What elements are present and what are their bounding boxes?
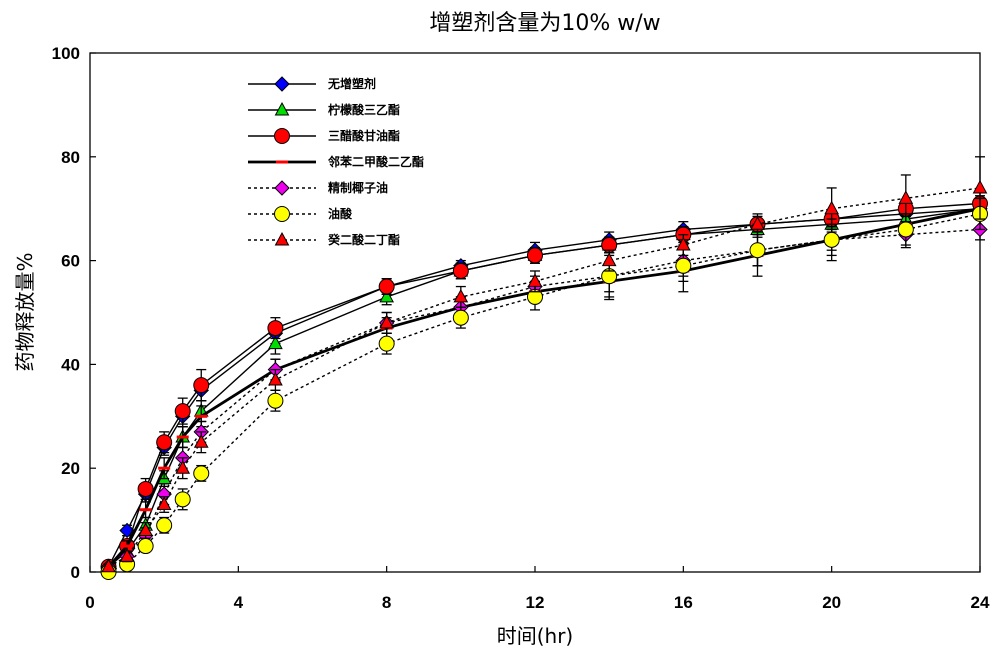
legend-marker <box>274 128 290 144</box>
y-tick-label: 20 <box>61 459 80 478</box>
data-point <box>193 377 210 394</box>
legend-label: 精制椰子油 <box>328 180 388 195</box>
data-point <box>379 288 395 303</box>
data-point <box>156 517 173 534</box>
data-point <box>174 403 191 420</box>
data-point <box>268 335 283 350</box>
legend-label: 油酸 <box>328 206 353 221</box>
data-point <box>750 216 765 230</box>
plot-area <box>89 52 988 580</box>
data-point <box>378 335 395 352</box>
data-point <box>453 288 469 303</box>
series-line <box>108 213 981 573</box>
data-point <box>101 558 116 573</box>
legend-label: 柠檬酸三乙酯 <box>328 102 400 117</box>
y-tick-label: 0 <box>71 563 80 582</box>
plot-frame <box>89 52 981 573</box>
y-axis-label: 药物释放量% <box>13 252 37 371</box>
data-point <box>378 278 395 295</box>
x-tick-label: 0 <box>85 593 94 612</box>
data-point <box>174 491 191 508</box>
data-point <box>267 392 284 409</box>
data-point <box>675 257 692 274</box>
series-line <box>107 207 981 568</box>
x-tick-label: 20 <box>822 593 841 612</box>
x-tick-label: 4 <box>234 593 244 612</box>
data-point <box>175 460 191 474</box>
x-tick-label: 16 <box>674 593 693 612</box>
legend-marker <box>274 180 290 196</box>
data-point <box>527 247 543 264</box>
data-point <box>156 496 172 511</box>
data-point <box>824 200 840 215</box>
legend-label: 癸二酸二丁酯 <box>327 232 400 247</box>
x-tick-label: 8 <box>382 593 391 612</box>
y-tick-label: 40 <box>61 355 80 374</box>
data-point <box>267 320 284 337</box>
data-point <box>138 522 153 536</box>
legend-label: 无增塑剂 <box>327 76 376 91</box>
legend-marker <box>274 76 290 92</box>
y-tick-label: 100 <box>52 44 80 63</box>
series-7 <box>101 156 988 573</box>
x-tick-label: 12 <box>526 593 545 612</box>
series-line <box>108 208 981 568</box>
chart-title: 增塑剂含量为10% w/w <box>429 11 660 36</box>
data-point <box>379 314 395 329</box>
data-point <box>527 273 543 287</box>
data-point <box>749 242 766 259</box>
legend-marker <box>274 206 290 222</box>
data-point <box>137 480 154 497</box>
data-point <box>268 371 283 386</box>
x-tick-label: 24 <box>971 593 990 612</box>
data-point <box>675 236 691 251</box>
data-point <box>823 231 840 248</box>
legend-marker <box>274 101 290 116</box>
data-point <box>137 538 154 555</box>
legend-label: 邻苯二甲酸二乙酯 <box>327 154 424 169</box>
data-point <box>119 548 135 562</box>
data-point <box>972 179 988 194</box>
data-point <box>897 221 914 238</box>
data-point <box>156 434 173 451</box>
data-point <box>452 309 469 326</box>
y-tick-label: 60 <box>61 252 80 271</box>
legend-label: 三醋酸甘油酯 <box>328 128 400 143</box>
series-line <box>108 202 981 568</box>
y-tick-label: 80 <box>61 148 80 167</box>
data-point <box>193 465 210 482</box>
data-point <box>601 252 617 267</box>
legend-marker <box>274 231 290 246</box>
data-point <box>898 190 914 204</box>
data-point <box>452 262 469 279</box>
x-axis-label: 时间(hr) <box>497 624 574 648</box>
data-point <box>193 434 209 448</box>
